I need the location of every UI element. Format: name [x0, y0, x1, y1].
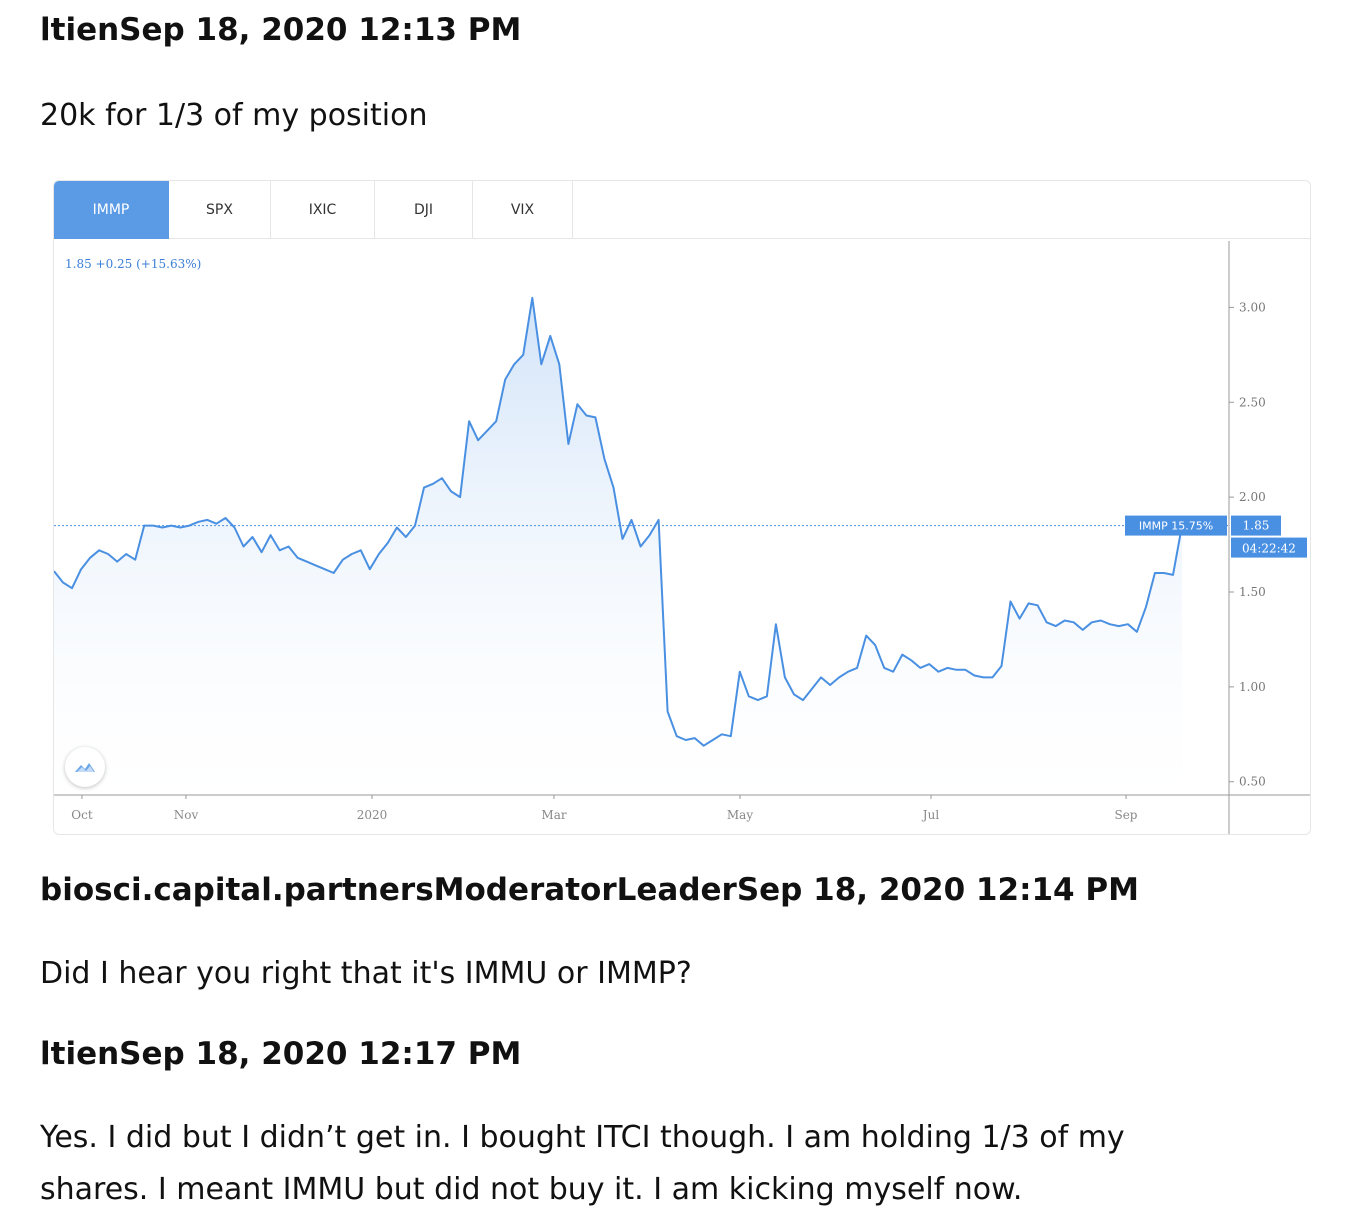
stock-chart-widget: IMMP SPX IXIC DJI VIX Oct Nov 2020 Mar May Ju…	[53, 180, 1311, 835]
x-tick-label: Sep	[1114, 808, 1137, 822]
price-badge-text: 1.85	[1243, 519, 1270, 533]
post-3-header: ltienSep 18, 2020 12:17 PM	[40, 1036, 522, 1072]
countdown-badge	[1231, 537, 1307, 558]
x-tick-label: Jul	[921, 808, 940, 822]
tab-vix[interactable]: VIX	[473, 181, 573, 239]
y-tick-label: 2.50	[1239, 395, 1266, 409]
post-1-body: 20k for 1/3 of my position	[40, 98, 428, 133]
countdown-text: 04:22:42	[1242, 542, 1296, 556]
tab-ixic[interactable]: IXIC	[271, 181, 375, 239]
y-tick-label: 1.50	[1239, 585, 1266, 599]
price-area	[54, 297, 1182, 795]
symbol-tabs: IMMP SPX IXIC DJI VIX	[54, 181, 573, 239]
post-1-header: ltienSep 18, 2020 12:13 PM	[40, 12, 522, 48]
post-2-body: Did I hear you right that it's IMMU or I…	[40, 956, 692, 991]
x-tick-label: 2020	[357, 808, 388, 822]
price-chart[interactable]: Oct Nov 2020 Mar May Jul Sep 3.00 2.50 2.00 1.50 1…	[54, 181, 1311, 835]
quote-change-label: 1.85 +0.25 (+15.63%)	[65, 257, 202, 271]
post-3-body: Yes. I did but I didn’t get in. I bought…	[40, 1112, 1125, 1216]
tradingview-logo-icon	[75, 763, 95, 772]
x-tick-label: Nov	[174, 808, 199, 822]
post-2-header: biosci.capital.partnersModeratorLeaderSe…	[40, 872, 1139, 908]
price-badge	[1231, 515, 1281, 536]
tabs-divider	[570, 238, 1310, 239]
x-tick-label: May	[727, 808, 753, 822]
tradingview-logo-button[interactable]	[65, 747, 105, 787]
symbol-change-badge	[1125, 515, 1227, 536]
x-tick-label: Mar	[541, 808, 566, 822]
post-3-body-line-2: shares. I meant IMMU but did not buy it.…	[40, 1172, 1023, 1207]
tab-dji[interactable]: DJI	[375, 181, 473, 239]
tab-spx[interactable]: SPX	[169, 181, 271, 239]
tab-immp[interactable]: IMMP	[54, 181, 169, 239]
y-tick-label: 2.00	[1239, 490, 1266, 504]
y-tick-label: 3.00	[1239, 300, 1266, 314]
symbol-change-text: IMMP 15.75%	[1139, 520, 1213, 533]
y-tick-label: 0.50	[1239, 775, 1266, 789]
post-3-body-line-1: Yes. I did but I didn’t get in. I bought…	[40, 1120, 1125, 1155]
price-line	[54, 296, 1183, 747]
y-tick-label: 1.00	[1239, 680, 1266, 694]
x-tick-label: Oct	[71, 808, 93, 822]
